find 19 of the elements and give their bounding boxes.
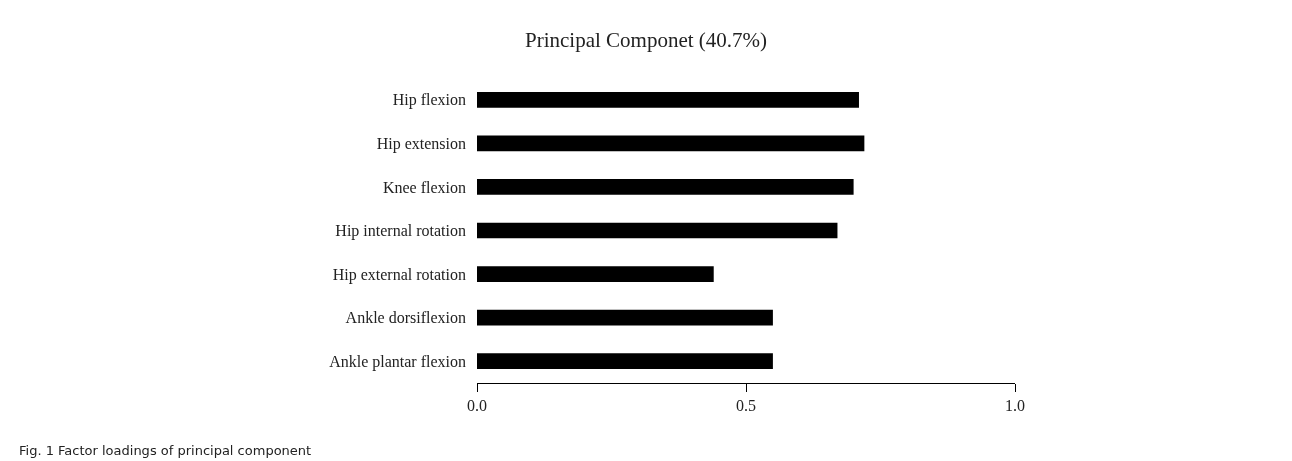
x-tick-label: 0.0 xyxy=(467,397,487,415)
y-tick-label: Ankle plantar flexion xyxy=(329,352,466,371)
y-tick-label: Hip internal rotation xyxy=(335,222,466,241)
bar xyxy=(477,91,859,108)
bar xyxy=(477,222,838,239)
chart-title: Principal Componet (40.7%) xyxy=(524,27,768,52)
x-tick-label: 0.5 xyxy=(736,397,756,415)
x-tick-label: 1.0 xyxy=(1005,397,1025,415)
y-tick-label: Knee flexion xyxy=(382,178,466,196)
bar xyxy=(477,266,714,282)
caption: Fig. 1 Factor loadings of principal component xyxy=(19,443,312,458)
y-tick-label: Hip external rotation xyxy=(332,265,466,284)
y-tick-label: Hip flexion xyxy=(392,91,466,110)
bar xyxy=(477,309,773,326)
y-tick-label: Hip extension xyxy=(376,134,466,153)
bar xyxy=(477,135,865,152)
bar xyxy=(477,179,854,195)
bar xyxy=(477,353,773,370)
y-tick-label: Ankle dorsiflexion xyxy=(345,309,466,327)
